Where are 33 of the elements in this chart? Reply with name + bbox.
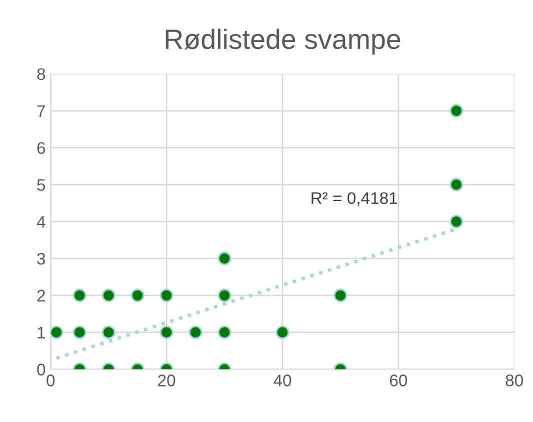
- point: [50, 325, 64, 340]
- y-tick-label: 8: [37, 68, 46, 80]
- y-tick-label: 3: [37, 252, 46, 265]
- y-tick-label: 5: [37, 179, 46, 191]
- point: [450, 214, 464, 228]
- y-tick-label: 4: [36, 216, 46, 228]
- x-tick-label: 80: [506, 374, 523, 386]
- point: [450, 178, 464, 192]
- point: [276, 325, 290, 340]
- point: [218, 288, 232, 302]
- point: [130, 288, 144, 302]
- point: [72, 325, 86, 340]
- x-tick-label: 0: [46, 374, 55, 386]
- point: [160, 288, 174, 302]
- point: [450, 104, 464, 118]
- y-tick-label: 1: [38, 326, 45, 338]
- y-tick-label: 0: [37, 364, 46, 376]
- x-tick-label: 40: [274, 374, 292, 386]
- point: [72, 288, 86, 302]
- point: [160, 325, 174, 340]
- y-tick-label: 7: [37, 105, 45, 117]
- x-tick-label: 60: [390, 374, 408, 386]
- point: [334, 288, 348, 302]
- point: [218, 325, 232, 340]
- x-tick-label: 20: [158, 374, 176, 386]
- point: [102, 288, 116, 302]
- point: [188, 325, 202, 340]
- y-tick-label: 2: [37, 290, 45, 302]
- point: [102, 325, 116, 340]
- point: [218, 252, 232, 266]
- y-tick-label: 6: [37, 142, 46, 154]
- chart-title: Rødlistede svampe: [166, 28, 400, 55]
- annotation: R² = 0,4181: [312, 192, 398, 206]
